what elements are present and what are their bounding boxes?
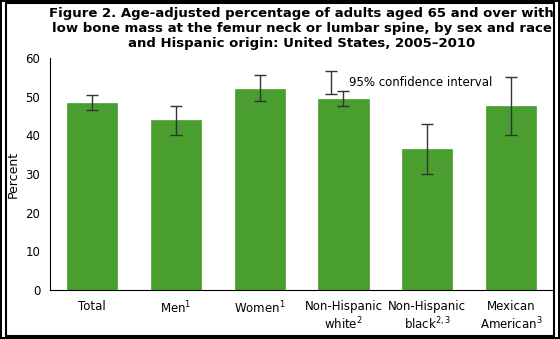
Bar — [151, 120, 201, 290]
Bar — [318, 99, 368, 290]
Title: Figure 2. Age-adjusted percentage of adults aged 65 and over with
low bone mass : Figure 2. Age-adjusted percentage of adu… — [49, 7, 554, 50]
Bar — [402, 149, 452, 290]
Bar — [235, 89, 285, 290]
Text: 95% confidence interval: 95% confidence interval — [349, 76, 493, 89]
Bar — [67, 102, 117, 290]
Y-axis label: Percent: Percent — [7, 151, 20, 198]
Bar — [486, 106, 536, 290]
